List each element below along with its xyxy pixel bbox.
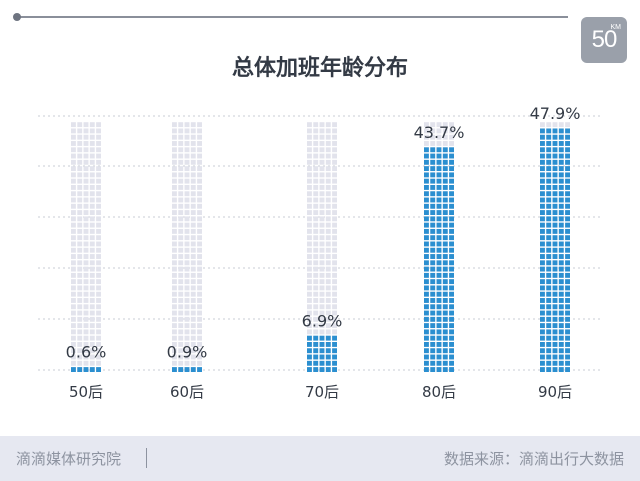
brand-logo: 50 KM bbox=[581, 17, 627, 63]
data-label: 6.9% bbox=[302, 311, 343, 330]
logo-superscript: KM bbox=[610, 24, 622, 31]
bar-group: 0.6% 50后 bbox=[66, 122, 107, 401]
footer-source-org: 滴滴媒体研究院 bbox=[16, 450, 122, 468]
bar bbox=[71, 367, 101, 372]
data-label: 0.6% bbox=[66, 343, 107, 362]
bar bbox=[307, 335, 337, 372]
bar-chart: 0.6% 50后 0.9% 60后 6.9% 70后 43.7% 80后 47.9% 90后 bbox=[38, 104, 600, 401]
footer: 滴滴媒体研究院 数据来源：滴滴出行大数据 bbox=[0, 436, 640, 481]
tick-label: 60后 bbox=[170, 383, 204, 401]
bar-track bbox=[424, 122, 454, 372]
bar bbox=[172, 367, 202, 372]
data-label: 0.9% bbox=[167, 343, 208, 362]
data-label: 43.7% bbox=[414, 123, 465, 142]
logo-number: 50 bbox=[591, 26, 618, 53]
bar-track bbox=[307, 122, 337, 372]
top-rule-dot bbox=[13, 13, 21, 21]
grid-lines bbox=[38, 115, 600, 371]
bar-group: 47.9% 90后 bbox=[530, 104, 581, 401]
footer-data-source: 数据来源：滴滴出行大数据 bbox=[443, 450, 624, 468]
data-label: 47.9% bbox=[530, 104, 581, 123]
bar-track bbox=[540, 122, 570, 372]
tick-label: 50后 bbox=[69, 383, 103, 401]
bar-group: 6.9% 70后 bbox=[302, 122, 343, 401]
bar-track bbox=[71, 122, 101, 372]
bar-group: 43.7% 80后 bbox=[414, 122, 465, 401]
tick-label: 70后 bbox=[305, 383, 339, 401]
tick-label: 80后 bbox=[422, 383, 456, 401]
bar bbox=[540, 128, 570, 372]
footer-separator bbox=[146, 448, 147, 468]
bar bbox=[424, 147, 454, 372]
bar-group: 0.9% 60后 bbox=[167, 122, 208, 401]
bar-track bbox=[172, 122, 202, 372]
top-rule bbox=[16, 16, 568, 18]
tick-label: 90后 bbox=[538, 383, 572, 401]
chart-title: 总体加班年龄分布 bbox=[231, 56, 408, 81]
